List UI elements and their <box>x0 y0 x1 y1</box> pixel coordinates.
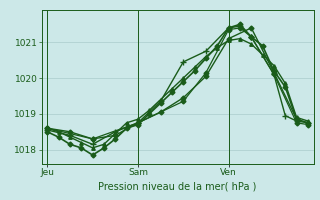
X-axis label: Pression niveau de la mer( hPa ): Pression niveau de la mer( hPa ) <box>99 181 257 191</box>
